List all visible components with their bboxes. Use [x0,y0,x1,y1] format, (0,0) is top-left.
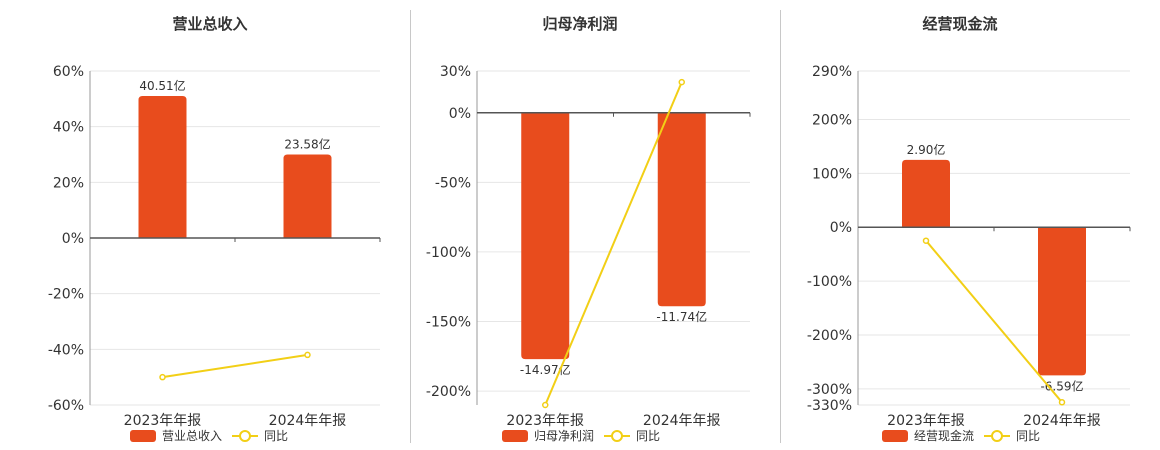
y-tick-label: -100% [807,274,852,290]
legend-swatch-point [611,430,623,442]
y-tick-label: 100% [812,166,852,182]
chart-panel-net-profit: 归母净利润 -200% -150% -100% -50% 0% 30% -14.97亿 -11.… [390,0,780,450]
x-tick-label: 2023年年报 [887,413,965,429]
chart-panel-cash-flow: 经营现金流 -330% -300% -200% -100% 0% 100% 200% 290% 2… [770,0,1160,450]
y-tick-label: 0% [449,106,471,122]
legend-label-line[interactable]: 同比 [636,429,660,443]
bar [1038,227,1086,376]
bar-data-label: -11.74亿 [656,309,707,324]
chart-title: 归母净利润 [542,15,617,33]
bar-data-label: 23.58亿 [284,137,330,152]
bar-data-label: 2.90亿 [907,142,946,157]
yoy-point [542,401,549,409]
y-tick-label: 60% [53,64,84,80]
y-tick-label: -50% [435,175,471,191]
y-tick-label: 290% [812,64,852,80]
x-tick-label: 2023年年报 [506,413,584,429]
y-tick-label: 40% [53,120,84,136]
legend-swatch-point [991,430,1003,442]
x-tick-label: 2024年年报 [643,413,721,429]
y-tick-label: 20% [53,175,84,191]
y-tick-label: -330% [807,398,852,414]
y-tick-label: -150% [426,315,471,331]
x-tick-label: 2023年年报 [124,413,202,429]
chart-net-profit: 归母净利润-200%-150%-100%-50%0%30%-14.97亿-11.… [426,15,751,443]
legend-swatch-point [239,430,251,442]
bar [657,112,706,307]
x-tick-label: 2024年年报 [269,413,347,429]
yoy-line [162,353,308,379]
chart-title: 营业总收入 [172,15,247,33]
y-tick-label: -60% [48,398,84,414]
yoy-point [1058,399,1066,406]
panel-divider [410,10,411,443]
y-tick-label: 0% [830,220,852,236]
legend-swatch-bar[interactable] [882,430,908,442]
panel-divider [780,10,781,443]
yoy-point [922,237,930,244]
legend-label-line[interactable]: 同比 [264,429,288,443]
yoy-line [544,81,683,406]
legend-label-bar[interactable]: 经营现金流 [914,428,974,443]
chart-title: 经营现金流 [922,15,997,33]
bar [521,112,570,360]
x-tick-label: 2024年年报 [1023,413,1101,429]
bar [283,154,332,238]
legend-label-bar[interactable]: 归母净利润 [534,429,594,443]
legend-swatch-bar[interactable] [502,430,528,442]
bar [138,96,187,238]
chart-revenue: 营业总收入 -60% -40% -20% 0% 20% 40% 60% 40.51亿 23.58亿… [48,15,381,443]
y-tick-label: -200% [426,384,471,400]
legend-swatch-bar[interactable] [130,430,156,442]
y-tick-label: 200% [812,112,852,128]
y-tick-label: -200% [807,328,852,344]
y-tick-label: 0% [62,231,84,247]
yoy-point [159,373,166,381]
y-tick-label: -40% [48,342,84,358]
chart-panel-revenue: 营业总收入 -60% -40% -20% 0% 20% 40% 60% 40.51亿 23.58亿… [0,0,410,450]
bar [902,159,950,228]
yoy-point [304,351,311,359]
legend-label-line[interactable]: 同比 [1016,429,1040,443]
y-tick-label: 30% [440,64,471,80]
chart-cash-flow: 经营现金流 -330%-300% -200% -100% 0% 100% 200% 290% 2… [807,15,1131,443]
yoy-line [925,240,1063,403]
yoy-point [678,78,685,86]
bar-data-label: 40.51亿 [139,78,185,93]
y-tick-label: -20% [48,287,84,303]
y-tick-label: -100% [426,245,471,261]
legend-label-bar[interactable]: 营业总收入 [162,429,222,443]
y-tick-label: -300% [807,382,852,398]
